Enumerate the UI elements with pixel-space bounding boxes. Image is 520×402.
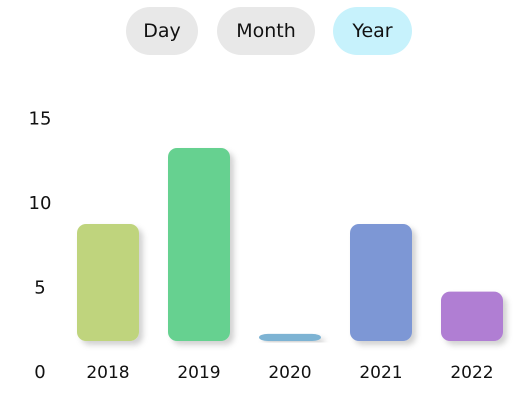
- x-tick-label: 2021: [359, 363, 402, 383]
- x-tick-label: 2022: [450, 363, 493, 383]
- x-tick-label: 2019: [177, 363, 220, 383]
- bar-2020[interactable]: [259, 333, 321, 341]
- tab-day[interactable]: Day: [126, 7, 198, 55]
- y-tick-label: 0: [34, 362, 45, 383]
- bar-2019[interactable]: [168, 147, 230, 341]
- y-tick-label: 10: [29, 193, 52, 214]
- bar-2021[interactable]: [350, 224, 412, 341]
- y-tick-label: 15: [29, 109, 52, 130]
- x-tick-label: 2018: [86, 363, 129, 383]
- tab-month[interactable]: Month: [217, 7, 315, 55]
- x-tick-label: 2020: [268, 363, 311, 383]
- tab-year[interactable]: Year: [333, 7, 412, 55]
- bar-2022[interactable]: [441, 291, 503, 341]
- x-axis: 2018 2019 2020 2021 2022: [86, 363, 493, 383]
- bar-2018[interactable]: [77, 224, 139, 341]
- y-tick-label: 5: [34, 278, 45, 299]
- y-axis: 0 5 10 15: [29, 109, 52, 384]
- bars: [77, 147, 503, 341]
- time-range-tabs: Day Month Year: [0, 7, 520, 55]
